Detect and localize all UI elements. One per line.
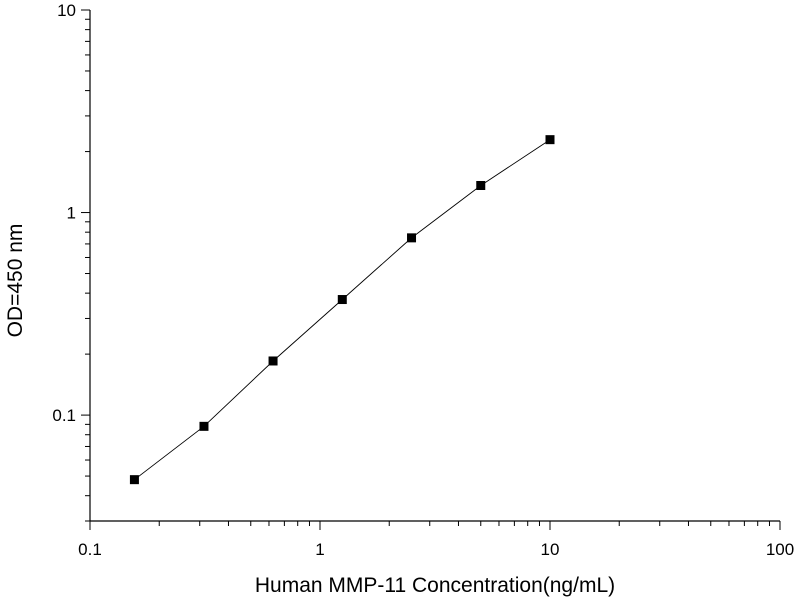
y-tick-label: 10 [57,1,76,20]
y-tick-label: 0.1 [52,406,76,425]
curve-line [134,139,551,481]
x-tick-label: 100 [766,540,794,559]
data-points [129,135,555,485]
data-point-marker [476,180,486,190]
axes [89,10,780,522]
x-tick-label: 10 [541,540,560,559]
data-point-marker [199,421,209,431]
x-axis-title: Human MMP-11 Concentration(ng/mL) [255,574,615,597]
data-point-marker [129,475,139,485]
data-point-marker [407,233,417,243]
y-axis-title: OD=450 nm [4,224,27,338]
axis-ticks [81,9,781,530]
x-tick-label: 0.1 [78,540,102,559]
x-tick-label: 1 [315,540,324,559]
curve-line-group [134,139,551,481]
data-point-marker [545,135,555,145]
y-tick-label: 1 [67,204,76,223]
tick-labels: 0.1 1 10 100 0.1 1 10 [52,1,794,559]
data-point-marker [268,356,278,366]
data-point-marker [337,295,347,305]
